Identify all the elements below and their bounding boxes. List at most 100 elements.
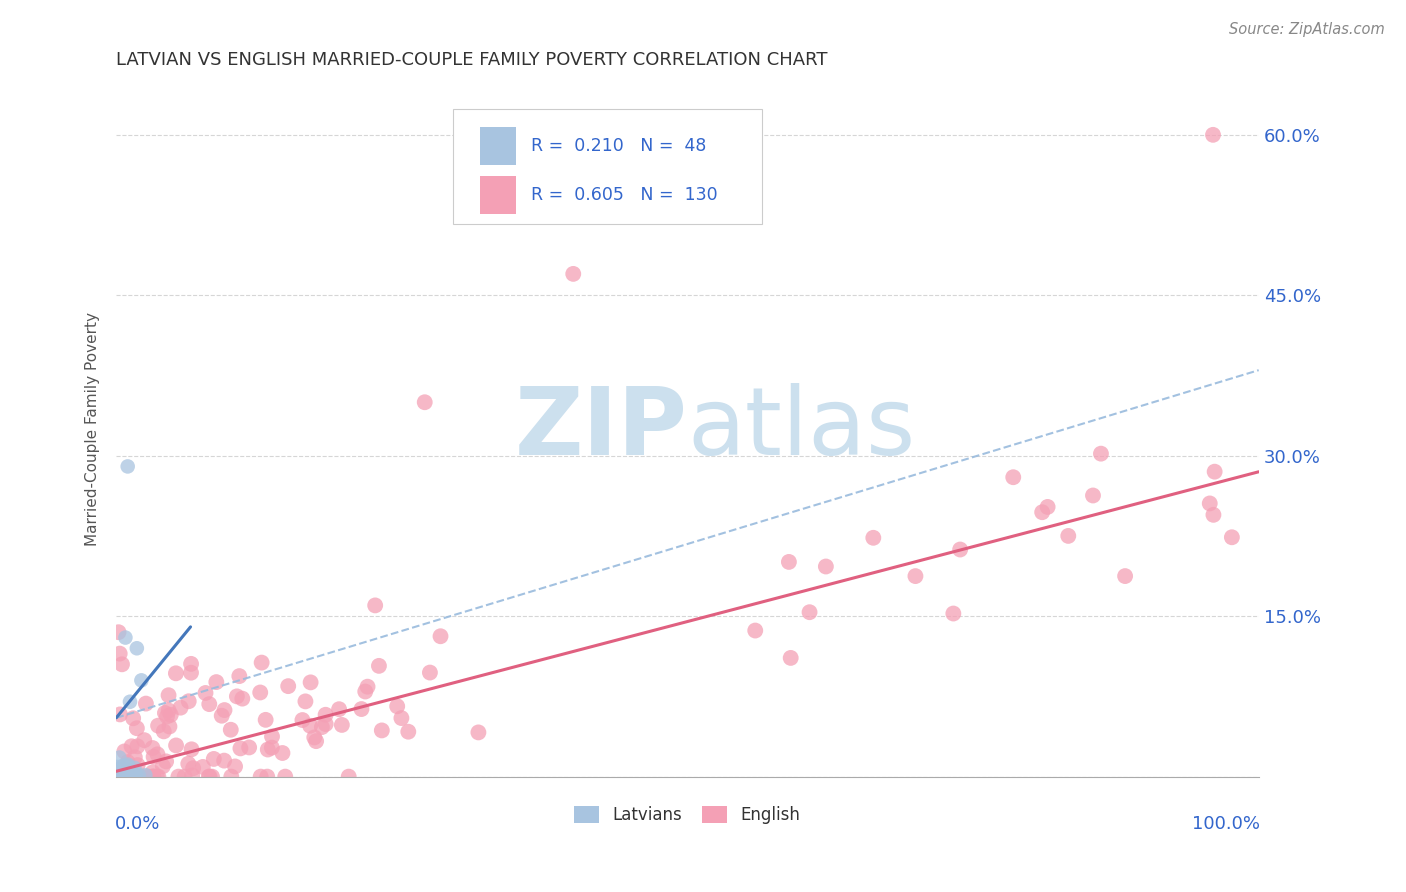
Point	[228, 669, 250, 683]
Point	[225, 690, 247, 704]
Point	[127, 770, 149, 784]
Point	[110, 766, 132, 780]
Point	[294, 694, 316, 708]
Point	[125, 721, 148, 735]
Point	[814, 559, 837, 574]
Point	[108, 769, 131, 783]
Text: R =  0.605   N =  130: R = 0.605 N = 130	[531, 186, 717, 203]
Point	[105, 767, 128, 781]
Point	[271, 746, 294, 760]
Point	[167, 770, 190, 784]
Point	[291, 713, 314, 727]
Point	[152, 759, 174, 773]
Point	[159, 719, 181, 733]
Point	[799, 605, 821, 619]
Point	[181, 768, 204, 782]
Point	[105, 760, 128, 774]
Point	[1202, 508, 1225, 522]
Point	[180, 657, 202, 671]
Point	[337, 770, 360, 784]
FancyBboxPatch shape	[453, 109, 762, 224]
Point	[122, 711, 145, 725]
Point	[107, 763, 129, 777]
Point	[136, 770, 159, 784]
Point	[165, 739, 187, 753]
Point	[396, 724, 419, 739]
Point	[249, 685, 271, 699]
Text: R =  0.210   N =  48: R = 0.210 N = 48	[531, 137, 706, 155]
Point	[117, 459, 139, 474]
Point	[254, 713, 277, 727]
Point	[350, 702, 373, 716]
Point	[419, 665, 441, 680]
Point	[135, 697, 157, 711]
Point	[108, 707, 131, 722]
Point	[221, 770, 243, 784]
Point	[1036, 500, 1059, 514]
Point	[198, 770, 221, 784]
Point	[134, 733, 156, 747]
Point	[125, 767, 148, 781]
Point	[108, 765, 131, 780]
Point	[127, 739, 149, 754]
Point	[1220, 530, 1243, 544]
Bar	[479, 176, 516, 214]
Point	[311, 720, 333, 734]
Text: 0.0%: 0.0%	[115, 815, 160, 833]
Point	[391, 711, 413, 725]
Point	[157, 704, 180, 718]
Point	[429, 629, 451, 643]
Point	[125, 641, 148, 656]
Point	[105, 766, 128, 780]
Point	[121, 768, 143, 782]
Point	[110, 770, 132, 784]
Point	[153, 706, 176, 720]
Point	[1204, 465, 1226, 479]
Point	[111, 657, 134, 672]
Point	[173, 770, 195, 784]
Point	[256, 770, 278, 784]
Point	[108, 768, 131, 782]
Point	[108, 769, 131, 783]
Point	[202, 752, 225, 766]
Point	[107, 766, 129, 780]
Point	[356, 680, 378, 694]
Point	[105, 765, 128, 780]
Point	[110, 768, 132, 782]
Text: ZIP: ZIP	[515, 383, 688, 475]
Point	[148, 770, 170, 784]
Point	[249, 770, 271, 784]
Point	[198, 770, 221, 784]
Point	[219, 723, 242, 737]
Point	[1057, 529, 1080, 543]
Point	[114, 631, 136, 645]
Point	[110, 768, 132, 782]
Point	[231, 691, 253, 706]
Point	[387, 699, 409, 714]
Point	[328, 702, 350, 716]
Point	[131, 770, 153, 784]
Point	[112, 767, 135, 781]
Point	[354, 684, 377, 698]
Text: LATVIAN VS ENGLISH MARRIED-COUPLE FAMILY POVERTY CORRELATION CHART: LATVIAN VS ENGLISH MARRIED-COUPLE FAMILY…	[117, 51, 828, 69]
Text: Source: ZipAtlas.com: Source: ZipAtlas.com	[1229, 22, 1385, 37]
Point	[1031, 505, 1053, 519]
Point	[105, 768, 128, 782]
Point	[191, 760, 214, 774]
Point	[180, 742, 202, 756]
Point	[112, 770, 135, 784]
Point	[229, 741, 252, 756]
Point	[159, 707, 181, 722]
Point	[194, 686, 217, 700]
Point	[260, 740, 283, 755]
Point	[181, 761, 204, 775]
Point	[112, 762, 135, 776]
Point	[156, 709, 179, 723]
Point	[1114, 569, 1136, 583]
Point	[112, 769, 135, 783]
Point	[127, 758, 149, 772]
Point	[224, 759, 246, 773]
Point	[141, 741, 163, 756]
Point	[214, 703, 236, 717]
Point	[142, 770, 165, 784]
